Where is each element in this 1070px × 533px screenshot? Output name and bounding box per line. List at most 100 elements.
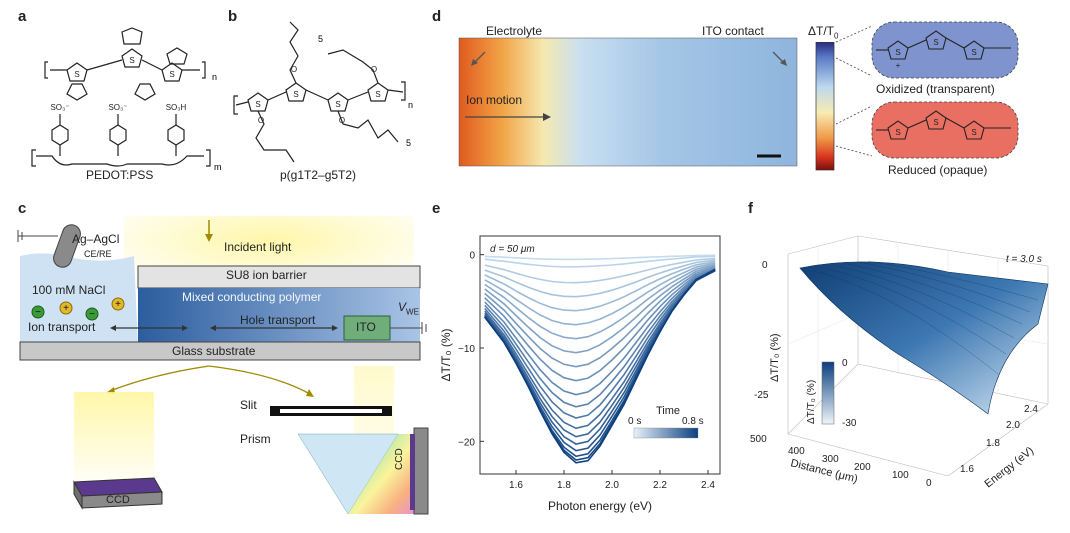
y-tick: 1.8 bbox=[986, 438, 1000, 449]
chart-transient-spectra: 1.6 1.8 2.0 2.2 2.4 0 −10 −20 Photon energy (eV)… bbox=[439, 235, 721, 513]
label-ccd-left: CCD bbox=[106, 494, 130, 506]
x-axis-label: Photon energy (eV) bbox=[548, 499, 652, 513]
spectrum-trace bbox=[484, 269, 716, 430]
cbar-tick-0: 0 bbox=[842, 358, 848, 369]
x-tick-label: 2.4 bbox=[701, 480, 715, 491]
spectrum-trace bbox=[484, 266, 716, 368]
charge-plus: + bbox=[896, 61, 901, 70]
spectrum-trace bbox=[484, 267, 716, 382]
label-ccd-right: CCD bbox=[394, 448, 405, 470]
label-prism: Prism bbox=[240, 432, 271, 446]
repeat-5-top: 5 bbox=[318, 34, 323, 44]
label-ito: ITO bbox=[356, 320, 376, 334]
atom-s: S bbox=[129, 56, 134, 65]
atom-s: S bbox=[74, 70, 79, 79]
spectrum-trace bbox=[484, 269, 716, 419]
atom-s: S bbox=[933, 38, 938, 47]
subscript-m: m bbox=[214, 162, 222, 172]
atom-s: S bbox=[933, 118, 938, 127]
oxidized-balloon bbox=[871, 21, 1019, 79]
chemical-image-map bbox=[458, 37, 798, 167]
label-slit: Slit bbox=[240, 398, 257, 412]
spectrum-trace bbox=[484, 262, 716, 326]
atom-s: S bbox=[895, 128, 900, 137]
subscript-n: n bbox=[212, 72, 217, 82]
x-tick-label: 2.0 bbox=[605, 480, 619, 491]
x-tick-label: 2.2 bbox=[653, 480, 667, 491]
time-colorbar bbox=[633, 427, 699, 439]
y-tick-label: −20 bbox=[458, 437, 475, 448]
annotation-t: t = 3.0 s bbox=[1006, 254, 1042, 265]
spectrum-trace bbox=[484, 259, 716, 298]
colorbar-title: ΔT/T0 bbox=[808, 24, 839, 41]
chemical-image bbox=[458, 37, 798, 167]
setup-schematic: − + − + bbox=[17, 216, 429, 515]
ion-minus: − bbox=[89, 309, 95, 320]
subscript-n: n bbox=[408, 100, 413, 110]
atom-s: S bbox=[895, 48, 900, 57]
atom-s: S bbox=[255, 100, 260, 109]
trace-group bbox=[484, 254, 716, 464]
atom-so3: SO₃⁻ bbox=[50, 103, 69, 112]
caption-pg1t2: p(g1T2–g5T2) bbox=[280, 168, 357, 182]
label-electrode-sub: CE/RE bbox=[84, 249, 112, 259]
x-tick: 200 bbox=[854, 462, 871, 473]
atom-o: O bbox=[339, 116, 345, 125]
cbar-title: ΔT/T₀ (%) bbox=[806, 380, 817, 424]
x-tick-label: 1.6 bbox=[509, 480, 523, 491]
panel-label-d: d bbox=[432, 8, 442, 25]
glass-substrate bbox=[19, 341, 421, 361]
label-incident-light: Incident light bbox=[224, 240, 292, 254]
atom-o: O bbox=[371, 65, 377, 74]
y-tick-label: −10 bbox=[458, 344, 475, 355]
spectrum-trace bbox=[484, 260, 716, 312]
panel-label-e: e bbox=[432, 200, 441, 217]
label-nacl: 100 mM NaCl bbox=[32, 283, 106, 297]
redox-structures: S S S + S S S bbox=[836, 21, 1019, 159]
reduced-balloon bbox=[871, 101, 1019, 159]
label-reduced: Reduced (opaque) bbox=[888, 163, 988, 177]
electrolyte-region bbox=[20, 253, 138, 346]
y-tick: 2.0 bbox=[1006, 420, 1020, 431]
colorbar-d bbox=[815, 42, 835, 171]
ion-plus: + bbox=[63, 303, 69, 314]
caption-pedot-pss: PEDOT:PSS bbox=[86, 168, 154, 182]
label-glass: Glass substrate bbox=[172, 344, 256, 358]
ag-agcl-electrode bbox=[53, 224, 81, 268]
cbar-tick-30: -30 bbox=[842, 418, 857, 429]
y-axis-label: Energy (eV) bbox=[982, 445, 1036, 491]
z-axis-label: ΔT/T₀ (%) bbox=[769, 333, 781, 382]
ccd-right bbox=[413, 427, 429, 515]
z-tick-25: -25 bbox=[754, 390, 769, 401]
panel-label-c: c bbox=[18, 200, 27, 217]
label-oxidized: Oxidized (transparent) bbox=[876, 82, 995, 96]
y-tick: 1.6 bbox=[960, 464, 974, 475]
spectrum-trace bbox=[484, 268, 716, 396]
x-tick: 500 bbox=[750, 434, 767, 445]
atom-s: S bbox=[293, 90, 298, 99]
x-tick-label: 1.8 bbox=[557, 480, 571, 491]
spectrum-trace bbox=[484, 263, 716, 340]
label-polymer: Mixed conducting polymer bbox=[182, 290, 322, 304]
time-label: Time bbox=[656, 405, 680, 417]
time-end: 0.8 s bbox=[682, 416, 704, 427]
label-ion-transport: Ion transport bbox=[28, 320, 96, 334]
time-start: 0 s bbox=[628, 416, 641, 427]
label-electrode: Ag–AgCl bbox=[72, 232, 120, 246]
atom-s: S bbox=[971, 48, 976, 57]
x-tick: 300 bbox=[822, 454, 839, 465]
pedot-pss-structure: S S S SO₃⁻ SO₃⁻ SO₃H n m bbox=[31, 27, 222, 172]
atom-so3: SO₃⁻ bbox=[108, 103, 127, 112]
spectrum-trace bbox=[484, 257, 716, 284]
label-electrolyte: Electrolyte bbox=[486, 24, 543, 38]
spectrum-trace bbox=[484, 265, 716, 354]
x-tick: 100 bbox=[892, 470, 909, 481]
atom-o: O bbox=[258, 116, 264, 125]
x-tick: 0 bbox=[926, 478, 932, 489]
y-axis-label: ΔT/T₀ (%) bbox=[439, 329, 453, 382]
atom-s: S bbox=[375, 90, 380, 99]
label-vwe: VWE bbox=[398, 300, 419, 317]
z-tick-0: 0 bbox=[762, 260, 768, 271]
spectrum-trace bbox=[484, 270, 716, 438]
chart-3d-surface: 0 -30 ΔT/T₀ (%) 0 -25 ΔT/T₀ (%) 500 400 … bbox=[750, 235, 1049, 491]
